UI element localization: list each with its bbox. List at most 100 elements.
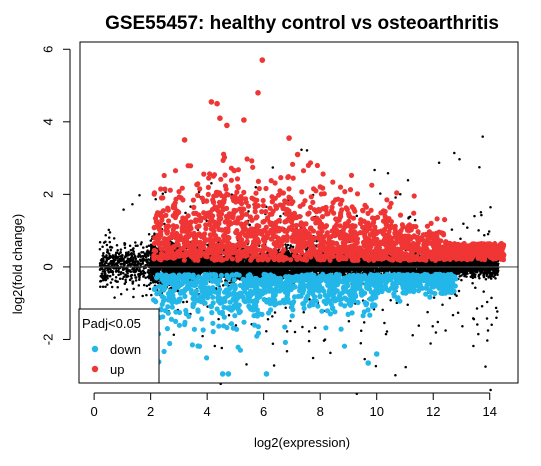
- point-ns: [132, 295, 135, 299]
- point-ns: [489, 388, 492, 392]
- point-ns: [99, 285, 102, 289]
- point-ns: [107, 236, 111, 239]
- point-ns: [284, 243, 287, 246]
- point-ns: [311, 356, 315, 360]
- point-ns: [107, 228, 111, 232]
- point-ns: [210, 182, 213, 185]
- point-ns: [313, 326, 317, 329]
- point-ns: [307, 330, 311, 333]
- point-ns: [285, 330, 289, 333]
- point-ns: [271, 166, 275, 169]
- point-ns: [142, 283, 146, 287]
- point-ns: [496, 310, 499, 313]
- point-ns: [486, 329, 490, 332]
- point-ns: [481, 135, 484, 138]
- point-ns: [448, 296, 452, 300]
- point-ns: [413, 218, 417, 222]
- point-ns: [466, 226, 469, 229]
- point-ns: [147, 244, 151, 248]
- point-ns: [480, 304, 484, 308]
- point-ns: [116, 248, 119, 252]
- point-ns: [108, 274, 112, 278]
- point-ns: [145, 284, 149, 288]
- point-ns: [362, 321, 366, 324]
- point-ns: [220, 346, 224, 350]
- point-ns: [329, 351, 332, 355]
- point-ns: [461, 325, 464, 328]
- point-ns: [123, 246, 127, 250]
- point-ns: [184, 211, 187, 215]
- point-ns: [417, 324, 421, 327]
- point-ns: [487, 230, 491, 233]
- point-ns: [104, 233, 107, 237]
- point-ns: [384, 332, 388, 336]
- point-ns: [141, 294, 144, 298]
- point-ns: [98, 240, 102, 244]
- point-ns: [273, 311, 277, 314]
- chart-title: GSE55457: healthy control vs osteoarthri…: [105, 13, 499, 34]
- point-ns: [122, 208, 125, 211]
- point-ns: [307, 339, 311, 343]
- point-ns: [374, 364, 378, 368]
- point-ns: [441, 303, 444, 307]
- point-ns: [305, 149, 309, 152]
- point-ns: [125, 288, 129, 291]
- point-ns: [119, 292, 123, 296]
- point-ns: [379, 192, 382, 195]
- point-ns: [458, 275, 461, 278]
- point-ns: [322, 339, 326, 342]
- point-ns: [492, 275, 495, 279]
- point-ns: [450, 228, 454, 231]
- point-ns: [104, 285, 107, 288]
- point-ns: [479, 210, 483, 214]
- point-ns: [486, 339, 489, 342]
- point-ns: [122, 275, 126, 278]
- point-ns: [137, 284, 141, 287]
- point-ns: [477, 332, 480, 336]
- point-ns: [111, 278, 114, 281]
- point-ns: [119, 248, 123, 251]
- point-ns: [140, 241, 143, 244]
- point-ns: [101, 245, 104, 249]
- point-ns: [437, 161, 441, 165]
- point-ns: [134, 270, 138, 273]
- point-ns: [302, 310, 305, 314]
- point-ns: [394, 196, 397, 199]
- point-ns: [490, 323, 493, 327]
- point-ns: [109, 281, 113, 284]
- point-ns: [484, 278, 488, 281]
- point-ns: [459, 237, 462, 240]
- point-ns: [462, 222, 465, 226]
- point-ns: [347, 319, 351, 323]
- point-ns: [201, 334, 204, 338]
- point-ns: [494, 306, 498, 310]
- point-ns: [477, 229, 480, 232]
- point-ns: [227, 313, 231, 317]
- point-ns: [359, 329, 363, 332]
- point-ns: [100, 272, 104, 275]
- point-ns: [254, 186, 258, 189]
- point-ns: [213, 344, 217, 348]
- point-ns: [411, 334, 414, 337]
- point-ns: [458, 157, 461, 161]
- point-ns: [486, 232, 490, 236]
- point-ns: [185, 300, 189, 304]
- point-ns: [432, 296, 436, 299]
- point-ns: [471, 282, 474, 285]
- point-ns: [301, 325, 304, 329]
- point-ns: [172, 333, 176, 336]
- point-ns: [385, 330, 389, 333]
- point-ns: [300, 148, 303, 152]
- point-ns: [451, 313, 455, 317]
- point-ns: [131, 282, 134, 285]
- point-ns: [119, 251, 122, 254]
- point-ns: [489, 277, 493, 280]
- point-ns: [482, 290, 485, 293]
- point-ns: [115, 243, 119, 247]
- point-ns: [133, 273, 137, 277]
- point-ns: [484, 365, 487, 368]
- point-ns: [106, 248, 109, 251]
- point-ns: [111, 273, 115, 276]
